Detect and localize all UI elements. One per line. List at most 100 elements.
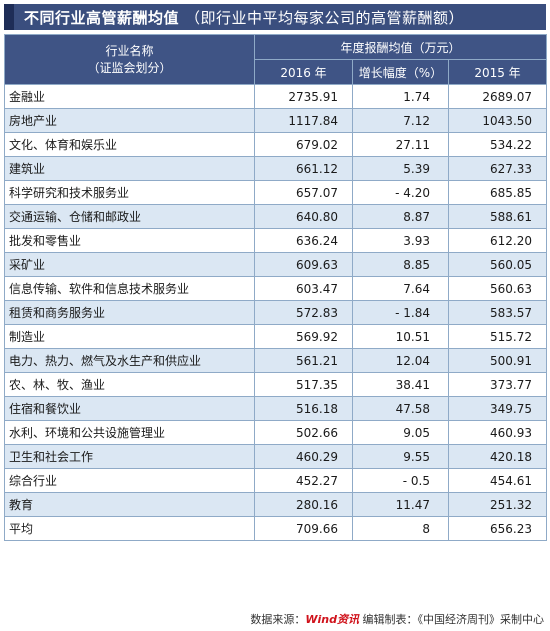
col-growth-header: 增长幅度（%） xyxy=(352,59,449,85)
industry-name: 租赁和商务服务业 xyxy=(4,300,255,325)
value-2016: 709.66 xyxy=(254,516,353,541)
source-note: 数据来源：Wind资讯 编辑制表：《中国经济周刊》采制中心 xyxy=(250,611,544,627)
value-2016: 561.21 xyxy=(254,348,353,373)
table-row: 交通运输、仓储和邮政业 640.80 8.87 588.61 xyxy=(4,204,548,229)
industry-name: 房地产业 xyxy=(4,108,255,133)
col-2015-header: 2015 年 xyxy=(447,59,548,85)
industry-name: 信息传输、软件和信息技术服务业 xyxy=(4,276,255,301)
value-2015: 500.91 xyxy=(447,348,548,373)
value-2016: 679.02 xyxy=(254,132,353,157)
col-2016-header: 2016 年 xyxy=(254,59,353,85)
table-row: 卫生和社会工作 460.29 9.55 420.18 xyxy=(4,444,548,469)
table-row: 房地产业 1117.84 7.12 1043.50 xyxy=(4,108,548,133)
industry-name: 采矿业 xyxy=(4,252,255,277)
growth-rate: 47.58 xyxy=(352,396,449,421)
value-2015: 515.72 xyxy=(447,324,548,349)
growth-rate: - 1.84 xyxy=(352,300,449,325)
industry-name: 建筑业 xyxy=(4,156,255,181)
industry-name: 金融业 xyxy=(4,84,255,109)
value-2016: 572.83 xyxy=(254,300,353,325)
table-row: 住宿和餐饮业 516.18 47.58 349.75 xyxy=(4,396,548,421)
industry-name: 教育 xyxy=(4,492,255,517)
title-accent xyxy=(4,4,14,30)
growth-rate: 3.93 xyxy=(352,228,449,253)
table-row: 教育 280.16 11.47 251.32 xyxy=(4,492,548,517)
value-2016: 460.29 xyxy=(254,444,353,469)
table-row: 建筑业 661.12 5.39 627.33 xyxy=(4,156,548,181)
industry-header-line1: 行业名称 xyxy=(105,43,154,58)
value-2015: 627.33 xyxy=(447,156,548,181)
industry-name: 科学研究和技术服务业 xyxy=(4,180,255,205)
industry-name: 批发和零售业 xyxy=(4,228,255,253)
industry-name: 交通运输、仓储和邮政业 xyxy=(4,204,255,229)
group-header: 年度报酬均值（万元） xyxy=(253,34,548,60)
growth-rate: 38.41 xyxy=(352,372,449,397)
growth-rate: 11.47 xyxy=(352,492,449,517)
value-2016: 657.07 xyxy=(254,180,353,205)
value-2015: 560.63 xyxy=(447,276,548,301)
value-2015: 251.32 xyxy=(447,492,548,517)
value-2016: 502.66 xyxy=(254,420,353,445)
value-2015: 656.23 xyxy=(447,516,548,541)
growth-rate: 7.64 xyxy=(352,276,449,301)
source-prefix: 数据来源： xyxy=(250,613,306,626)
table-row: 金融业 2735.91 1.74 2689.07 xyxy=(4,84,548,109)
value-2015: 373.77 xyxy=(447,372,548,397)
salary-table: 行业名称 （证监会划分） 年度报酬均值（万元） 2016 年 增长幅度（%） 2… xyxy=(4,34,548,541)
growth-rate: - 0.5 xyxy=(352,468,449,493)
value-2015: 420.18 xyxy=(447,444,548,469)
growth-rate: 5.39 xyxy=(352,156,449,181)
value-2016: 2735.91 xyxy=(254,84,353,109)
value-2016: 609.63 xyxy=(254,252,353,277)
value-2015: 454.61 xyxy=(447,468,548,493)
table-row: 农、林、牧、渔业 517.35 38.41 373.77 xyxy=(4,372,548,397)
source-suffix: 编辑制表：《中国经济周刊》采制中心 xyxy=(359,613,544,626)
industry-header: 行业名称 （证监会划分） xyxy=(4,34,255,85)
value-2016: 661.12 xyxy=(254,156,353,181)
value-2015: 583.57 xyxy=(447,300,548,325)
value-2016: 1117.84 xyxy=(254,108,353,133)
wind-logo: Wind资讯 xyxy=(305,613,359,626)
table-subtitle: （即行业中平均每家公司的高管薪酬额） xyxy=(185,8,465,27)
growth-rate: 12.04 xyxy=(352,348,449,373)
table-row: 信息传输、软件和信息技术服务业 603.47 7.64 560.63 xyxy=(4,276,548,301)
value-2015: 1043.50 xyxy=(447,108,548,133)
value-2015: 460.93 xyxy=(447,420,548,445)
table-title: 不同行业高管薪酬均值 xyxy=(24,8,180,27)
table-row: 文化、体育和娱乐业 679.02 27.11 534.22 xyxy=(4,132,548,157)
value-2016: 452.27 xyxy=(254,468,353,493)
value-2016: 517.35 xyxy=(254,372,353,397)
growth-rate: 9.55 xyxy=(352,444,449,469)
growth-rate: 8.87 xyxy=(352,204,449,229)
growth-rate: 27.11 xyxy=(352,132,449,157)
table-row: 科学研究和技术服务业 657.07- 4.20 685.85 xyxy=(4,180,548,205)
table-row: 采矿业 609.63 8.85 560.05 xyxy=(4,252,548,277)
table-row: 综合行业 452.27- 0.5 454.61 xyxy=(4,468,548,493)
value-2015: 534.22 xyxy=(447,132,548,157)
table-row: 批发和零售业 636.24 3.93 612.20 xyxy=(4,228,548,253)
industry-name: 农、林、牧、渔业 xyxy=(4,372,255,397)
table-row: 电力、热力、燃气及水生产和供应业 561.21 12.04 500.91 xyxy=(4,348,548,373)
value-2015: 560.05 xyxy=(447,252,548,277)
growth-rate: 8 xyxy=(352,516,449,541)
value-2015: 685.85 xyxy=(447,180,548,205)
industry-header-line2: （证监会划分） xyxy=(87,60,172,75)
industry-name: 制造业 xyxy=(4,324,255,349)
industry-name: 电力、热力、燃气及水生产和供应业 xyxy=(4,348,255,373)
value-2016: 640.80 xyxy=(254,204,353,229)
value-2016: 569.92 xyxy=(254,324,353,349)
growth-rate: 7.12 xyxy=(352,108,449,133)
growth-rate: 9.05 xyxy=(352,420,449,445)
table-row: 制造业 569.92 10.51 515.72 xyxy=(4,324,548,349)
industry-name: 卫生和社会工作 xyxy=(4,444,255,469)
industry-name: 文化、体育和娱乐业 xyxy=(4,132,255,157)
growth-rate: - 4.20 xyxy=(352,180,449,205)
table-title-bar: 不同行业高管薪酬均值 （即行业中平均每家公司的高管薪酬额） xyxy=(4,4,546,30)
value-2016: 516.18 xyxy=(254,396,353,421)
value-2016: 280.16 xyxy=(254,492,353,517)
table-row: 水利、环境和公共设施管理业 502.66 9.05 460.93 xyxy=(4,420,548,445)
value-2015: 612.20 xyxy=(447,228,548,253)
value-2015: 2689.07 xyxy=(447,84,548,109)
growth-rate: 1.74 xyxy=(352,84,449,109)
industry-name: 综合行业 xyxy=(4,468,255,493)
